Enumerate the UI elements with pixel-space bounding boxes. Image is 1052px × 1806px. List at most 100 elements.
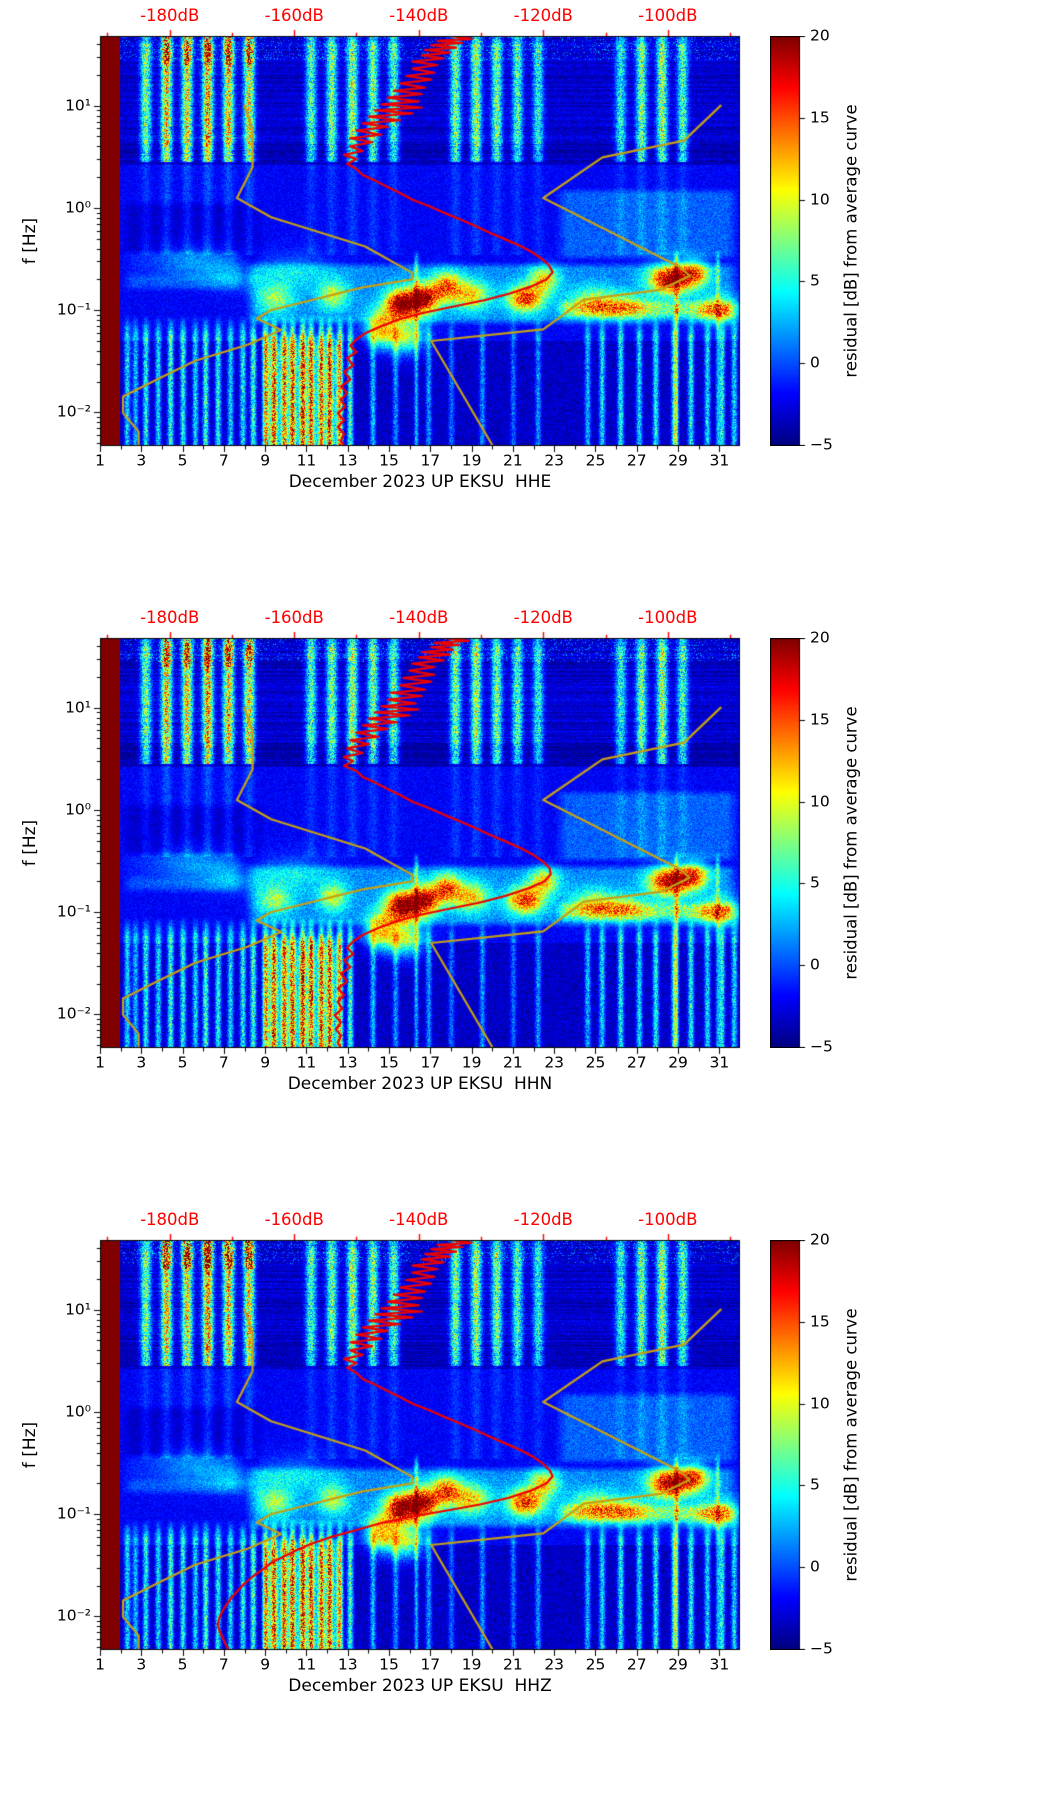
- colorbar-tick-label: 20: [810, 26, 830, 45]
- y-tick-label: 10¹: [65, 1299, 91, 1318]
- x-axis-label: December 2023 UP EKSU HHE: [288, 472, 552, 492]
- x-tick-label: 29: [668, 451, 688, 470]
- top-db-tick-label: -100dB: [638, 1209, 698, 1229]
- x-tick-label: 27: [626, 1053, 647, 1072]
- x-tick-label: 15: [379, 451, 399, 470]
- x-tick-label: 21: [503, 1053, 523, 1072]
- x-tick-label: 5: [177, 1655, 188, 1674]
- y-tick-label: 10¹: [65, 95, 91, 114]
- colorbar-tick-label: 0: [810, 955, 820, 974]
- top-db-tick-label: -160dB: [264, 5, 324, 25]
- y-axis-label: f [Hz]: [20, 819, 40, 867]
- x-tick-label: 9: [260, 1053, 271, 1072]
- x-tick-label: 13: [337, 451, 358, 470]
- x-tick-label: 5: [177, 451, 188, 470]
- y-tick-label: 10⁰: [65, 1402, 91, 1421]
- colorbar-tick-label: 15: [810, 108, 830, 127]
- y-tick-label: 10⁻¹: [56, 1504, 91, 1523]
- x-tick-label: 7: [218, 1053, 229, 1072]
- top-db-tick-label: -160dB: [264, 1209, 324, 1229]
- x-tick-label: 11: [296, 1053, 317, 1072]
- x-tick-label: 3: [136, 1053, 147, 1072]
- y-tick-label: 10⁻¹: [56, 300, 91, 319]
- colorbar-tick-label: 0: [810, 1557, 820, 1576]
- x-tick-label: 1: [95, 1655, 105, 1674]
- x-tick-label: 31: [709, 1053, 730, 1072]
- y-tick-label: 10⁰: [65, 800, 91, 819]
- panel-hhe: f [Hz] December 2023 UP EKSU HHE residua…: [0, 0, 1052, 602]
- colorbar-tick-label: 20: [810, 1230, 830, 1249]
- x-tick-label: 11: [296, 451, 317, 470]
- x-tick-label: 19: [461, 1053, 482, 1072]
- x-tick-label: 17: [420, 1053, 441, 1072]
- x-tick-label: 5: [177, 1053, 188, 1072]
- colorbar-tick-label: 10: [810, 791, 830, 810]
- y-tick-label: 10⁻²: [56, 402, 91, 421]
- x-tick-label: 15: [379, 1655, 399, 1674]
- x-tick-label: 1: [95, 451, 105, 470]
- x-tick-label: 27: [626, 451, 647, 470]
- x-tick-label: 23: [544, 1655, 565, 1674]
- x-tick-label: 31: [709, 1655, 730, 1674]
- top-db-tick-label: -140dB: [389, 607, 449, 627]
- colorbar-tick-label: 10: [810, 1393, 830, 1412]
- spectrogram-canvas: [90, 27, 750, 455]
- colorbar-tick-label: 5: [810, 271, 820, 290]
- colorbar-label: residual [dB] from average curve: [841, 104, 861, 378]
- colorbar-tick-label: 10: [810, 189, 830, 208]
- x-tick-label: 3: [136, 451, 147, 470]
- top-db-tick-label: -180dB: [140, 607, 200, 627]
- x-tick-label: 29: [668, 1655, 688, 1674]
- top-db-tick-label: -120dB: [513, 1209, 573, 1229]
- colorbar-tick-label: 15: [810, 710, 830, 729]
- spectrogram-canvas: [90, 629, 750, 1057]
- x-tick-label: 23: [544, 451, 565, 470]
- x-tick-label: 15: [379, 1053, 399, 1072]
- colorbar-canvas: [770, 1240, 810, 1650]
- x-tick-label: 7: [218, 1655, 229, 1674]
- panel-hhz: f [Hz] December 2023 UP EKSU HHZ residua…: [0, 1204, 1052, 1806]
- y-tick-label: 10⁰: [65, 198, 91, 217]
- colorbar-tick-label: 5: [810, 1475, 820, 1494]
- y-axis-label: f [Hz]: [20, 1421, 40, 1469]
- top-db-tick-label: -120dB: [513, 607, 573, 627]
- top-db-tick-label: -140dB: [389, 1209, 449, 1229]
- x-tick-label: 29: [668, 1053, 688, 1072]
- y-tick-label: 10⁻¹: [56, 902, 91, 921]
- top-db-tick-label: -140dB: [389, 5, 449, 25]
- colorbar-label: residual [dB] from average curve: [841, 1308, 861, 1582]
- x-tick-label: 13: [337, 1655, 358, 1674]
- top-db-tick-label: -180dB: [140, 1209, 200, 1229]
- x-tick-label: 11: [296, 1655, 317, 1674]
- x-axis-label: December 2023 UP EKSU HHZ: [288, 1676, 552, 1696]
- colorbar-tick-label: −5: [810, 435, 833, 454]
- x-tick-label: 9: [260, 451, 271, 470]
- colorbar-label: residual [dB] from average curve: [841, 706, 861, 980]
- colorbar-tick-label: 0: [810, 353, 820, 372]
- x-tick-label: 21: [503, 1655, 523, 1674]
- x-tick-label: 9: [260, 1655, 271, 1674]
- y-tick-label: 10¹: [65, 697, 91, 716]
- x-tick-label: 25: [585, 1053, 606, 1072]
- x-tick-label: 7: [218, 451, 229, 470]
- colorbar-tick-label: −5: [810, 1037, 833, 1056]
- x-tick-label: 3: [136, 1655, 147, 1674]
- y-axis-label: f [Hz]: [20, 217, 40, 265]
- x-tick-label: 1: [95, 1053, 105, 1072]
- colorbar-tick-label: 5: [810, 873, 820, 892]
- colorbar-canvas: [770, 36, 810, 446]
- y-tick-label: 10⁻²: [56, 1606, 91, 1625]
- x-tick-label: 25: [585, 451, 606, 470]
- x-tick-label: 31: [709, 451, 730, 470]
- y-tick-label: 10⁻²: [56, 1004, 91, 1023]
- colorbar-tick-label: −5: [810, 1639, 833, 1658]
- x-tick-label: 19: [461, 1655, 482, 1674]
- colorbar-tick-label: 20: [810, 628, 830, 647]
- colorbar-tick-label: 15: [810, 1312, 830, 1331]
- x-tick-label: 27: [626, 1655, 647, 1674]
- x-tick-label: 23: [544, 1053, 565, 1072]
- top-db-tick-label: -100dB: [638, 607, 698, 627]
- x-tick-label: 17: [420, 451, 441, 470]
- colorbar-canvas: [770, 638, 810, 1048]
